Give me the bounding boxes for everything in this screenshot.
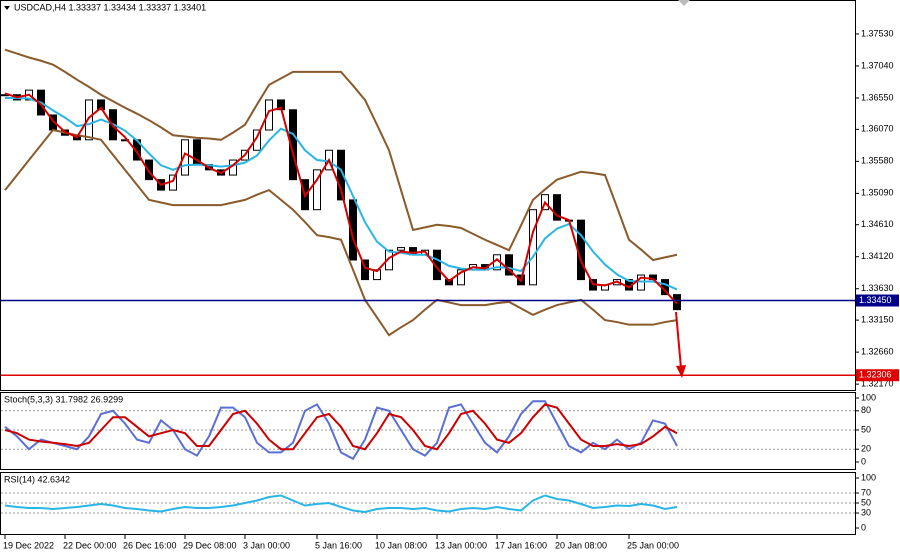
bull-candle bbox=[313, 169, 321, 211]
y-tick-label: 50 bbox=[861, 424, 871, 434]
arrow-head bbox=[676, 365, 686, 378]
price-level-box bbox=[856, 369, 899, 382]
x-tick-label: 25 Jan 00:00 bbox=[627, 540, 679, 550]
y-tick-label: 100 bbox=[861, 472, 876, 482]
bear-candle bbox=[553, 194, 561, 221]
arrow-shaft bbox=[675, 311, 682, 369]
bull-candle bbox=[529, 209, 537, 286]
menu-arrow bbox=[4, 6, 10, 10]
x-tick-label: 10 Jan 08:00 bbox=[375, 540, 427, 550]
bear-candle bbox=[673, 294, 681, 311]
stoch-title: Stoch(5,3,3) 31.7982 26.9299 bbox=[4, 394, 123, 404]
y-tick-label: 70 bbox=[861, 487, 871, 497]
indicator-line bbox=[4, 92, 678, 305]
chart-title: USDCAD,H4 1.33337 1.33434 1.33337 1.3340… bbox=[14, 2, 206, 12]
x-tick-label: 29 Dec 08:00 bbox=[183, 540, 237, 550]
y-tick-label: 20 bbox=[861, 444, 871, 454]
shift-marker bbox=[678, 0, 690, 6]
y-tick-label: 1.35090 bbox=[861, 188, 894, 198]
price-level-label: 1.33450 bbox=[859, 295, 892, 305]
bull-candle bbox=[457, 269, 465, 286]
x-tick-label: 13 Jan 00:00 bbox=[435, 540, 487, 550]
bear-candle bbox=[145, 159, 153, 181]
indicator-line bbox=[4, 403, 678, 451]
indicator-line bbox=[4, 400, 678, 461]
bear-candle bbox=[349, 199, 357, 261]
y-tick-label: 1.36550 bbox=[861, 92, 894, 102]
y-tick-label: 30 bbox=[861, 507, 871, 517]
y-tick-label: 1.37530 bbox=[861, 28, 894, 38]
x-tick-label: 3 Jan 00:00 bbox=[243, 540, 290, 550]
y-tick-label: 1.32170 bbox=[861, 378, 894, 388]
main-panel bbox=[0, 0, 856, 391]
price-level-box bbox=[856, 294, 899, 307]
y-tick-label: 100 bbox=[861, 392, 876, 402]
x-tick-label: 19 Dec 2022 bbox=[3, 540, 54, 550]
x-tick-label: 22 Dec 00:00 bbox=[63, 540, 117, 550]
y-tick-label: 0 bbox=[861, 522, 866, 532]
x-tick-label: 5 Jan 16:00 bbox=[315, 540, 362, 550]
y-tick-label: 1.37040 bbox=[861, 60, 894, 70]
bull-candle bbox=[397, 247, 405, 251]
y-tick-label: 80 bbox=[861, 405, 871, 415]
stoch-panel bbox=[0, 392, 856, 470]
bear-candle bbox=[433, 249, 441, 281]
x-tick-label: 26 Dec 16:00 bbox=[123, 540, 177, 550]
indicator-line bbox=[4, 128, 678, 337]
rsi-title: RSI(14) 42.6342 bbox=[4, 474, 70, 484]
y-tick-label: 1.33630 bbox=[861, 283, 894, 293]
bull-candle bbox=[385, 249, 393, 271]
indicator-line bbox=[4, 48, 678, 262]
indicator-line bbox=[4, 494, 678, 514]
y-tick-label: 1.36070 bbox=[861, 124, 894, 134]
bull-candle bbox=[85, 99, 93, 141]
bull-candle bbox=[265, 99, 273, 131]
y-tick-label: 1.34610 bbox=[861, 219, 894, 229]
indicator-line bbox=[5, 96, 678, 291]
bull-candle bbox=[253, 129, 261, 151]
bull-candle bbox=[181, 139, 189, 176]
y-tick-label: 1.32660 bbox=[861, 346, 894, 356]
price-level-label: 1.32306 bbox=[859, 370, 892, 380]
x-tick-label: 17 Jan 16:00 bbox=[495, 540, 547, 550]
y-tick-label: 50 bbox=[861, 497, 871, 507]
bear-candle bbox=[505, 254, 513, 276]
bear-candle bbox=[289, 109, 297, 181]
y-tick-label: 1.33150 bbox=[861, 314, 894, 324]
y-tick-label: 0 bbox=[861, 456, 866, 466]
y-tick-label: 1.35580 bbox=[861, 156, 894, 166]
x-tick-label: 20 Jan 08:00 bbox=[555, 540, 607, 550]
bear-candle bbox=[97, 99, 105, 111]
marks: 1.32170 1.32660 1.33150 1.33630 1.34120 1.346… bbox=[1, 28, 899, 550]
y-tick-label: 1.34120 bbox=[861, 251, 894, 261]
